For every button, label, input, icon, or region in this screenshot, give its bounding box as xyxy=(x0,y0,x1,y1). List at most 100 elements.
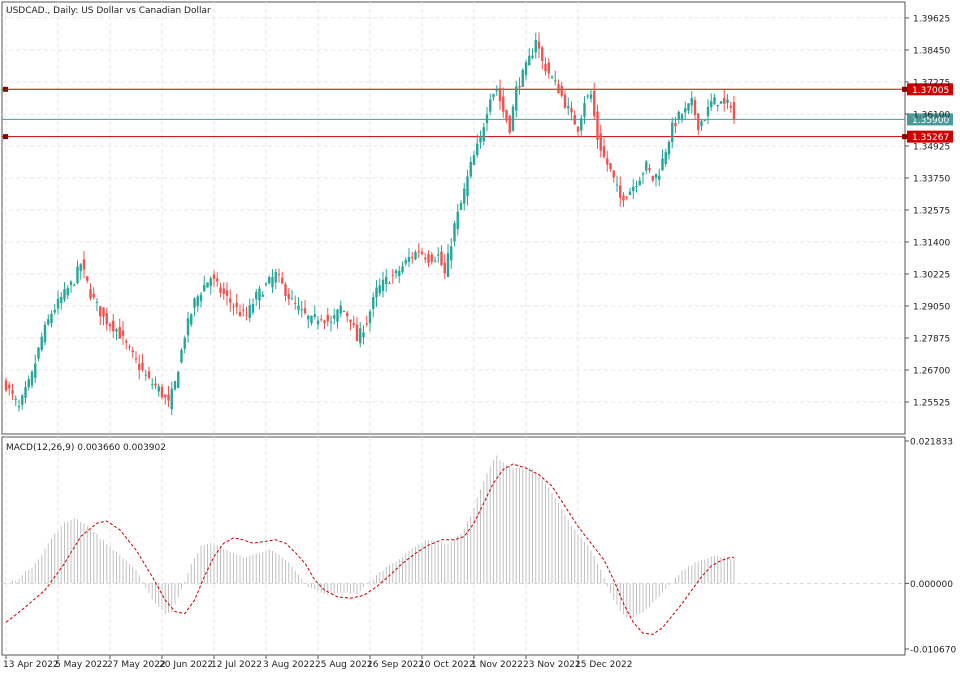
level-handle-left[interactable] xyxy=(3,134,8,140)
candle-body xyxy=(628,191,632,195)
candle-body xyxy=(394,270,398,274)
candle-body xyxy=(459,202,463,210)
time-tick-label: 25 Aug 2022 xyxy=(315,660,373,670)
candle-body xyxy=(258,288,261,301)
candle-body xyxy=(430,254,433,262)
horizontal-levels[interactable]: 1.37005 1.35900 1.35267 xyxy=(2,83,953,143)
time-tick-label: 15 Dec 2022 xyxy=(575,660,633,670)
candle-body xyxy=(229,298,232,303)
candle-body xyxy=(125,340,128,343)
candle-body xyxy=(238,312,242,316)
price-tick-label: 1.31400 xyxy=(913,238,950,248)
candle-body xyxy=(160,386,164,398)
candle-body xyxy=(674,123,677,127)
candle-body xyxy=(440,251,443,266)
candle-body xyxy=(732,102,736,120)
candle-body xyxy=(697,113,700,131)
candle-body xyxy=(30,371,34,386)
candle-body xyxy=(719,101,723,104)
candle-body xyxy=(196,296,199,307)
candle-body xyxy=(407,257,411,262)
candle-body xyxy=(333,315,336,319)
candle-body xyxy=(294,302,297,304)
candle-body xyxy=(329,321,333,323)
price-tick-label: 1.33750 xyxy=(913,174,950,184)
candle-body xyxy=(92,293,95,298)
candle-body xyxy=(336,309,339,322)
candle-body xyxy=(115,329,118,332)
candle-body xyxy=(138,363,141,370)
candle-body xyxy=(443,262,446,274)
level-handle-right[interactable] xyxy=(902,86,907,92)
candle-body xyxy=(586,95,589,97)
candle-body xyxy=(40,336,43,350)
level-handle-left[interactable] xyxy=(3,86,8,92)
candle-body xyxy=(411,257,414,259)
candle-body xyxy=(589,94,593,99)
candle-body xyxy=(641,173,645,175)
candle-body xyxy=(105,313,108,325)
candle-body xyxy=(21,395,24,405)
candle-body xyxy=(313,314,316,317)
candle-body xyxy=(219,287,222,293)
price-tick-label: 1.39625 xyxy=(913,14,950,24)
price-tick-label: 1.36100 xyxy=(913,110,950,120)
candle-body xyxy=(287,294,290,300)
candle-body xyxy=(687,103,690,111)
candle-body xyxy=(274,271,277,283)
candle-body xyxy=(518,85,521,88)
candle-body xyxy=(576,126,580,132)
price-level-tag xyxy=(907,113,953,126)
candle-body xyxy=(177,371,180,388)
candle-body xyxy=(609,163,612,170)
candle-body xyxy=(173,381,177,390)
candle-body xyxy=(511,106,515,131)
candle-body xyxy=(255,292,258,300)
price-panel[interactable] xyxy=(1,1,906,435)
candle-body xyxy=(310,316,313,324)
macd-indicator-label: MACD(12,26,9) 0.003660 0.003902 xyxy=(6,443,166,453)
candle-body xyxy=(573,114,576,125)
candle-body xyxy=(76,266,79,284)
candle-body xyxy=(528,55,531,66)
candle-body xyxy=(99,306,102,317)
candle-body xyxy=(446,253,450,277)
price-tick-label: 1.37275 xyxy=(913,78,950,88)
time-tick-label: 5 May 2022 xyxy=(55,660,108,670)
candle-body xyxy=(654,173,658,178)
candle-body xyxy=(79,264,82,271)
candle-body xyxy=(606,158,609,165)
candle-body xyxy=(34,363,37,378)
candle-body xyxy=(186,318,190,336)
candle-body xyxy=(550,76,554,78)
candle-body xyxy=(560,85,563,96)
candle-body xyxy=(368,311,372,324)
candle-body xyxy=(534,39,537,53)
candle-body xyxy=(326,314,329,322)
candle-body xyxy=(671,122,674,143)
candle-body xyxy=(723,97,726,104)
candle-body xyxy=(56,298,60,309)
candle-body xyxy=(17,405,21,408)
candle-body xyxy=(268,277,271,284)
time-tick-label: 16 Sep 2022 xyxy=(367,660,424,670)
candle-body xyxy=(463,188,466,204)
candle-body xyxy=(206,282,209,288)
candle-body xyxy=(453,223,456,242)
candle-body xyxy=(537,41,541,49)
candle-body xyxy=(391,274,394,276)
candle-body xyxy=(622,195,625,201)
macd-tick-label: -0.010670 xyxy=(910,646,956,656)
candle-body xyxy=(352,323,355,326)
candle-body xyxy=(95,301,99,303)
candle-body xyxy=(199,294,203,302)
candle-body xyxy=(651,175,654,181)
candle-body xyxy=(37,347,40,359)
price-level-label: 1.35267 xyxy=(912,133,949,143)
candle-body xyxy=(375,287,378,298)
candle-body xyxy=(602,146,606,157)
macd-panel[interactable] xyxy=(1,436,906,656)
candle-body xyxy=(209,278,212,286)
level-handle-right[interactable] xyxy=(902,134,907,140)
